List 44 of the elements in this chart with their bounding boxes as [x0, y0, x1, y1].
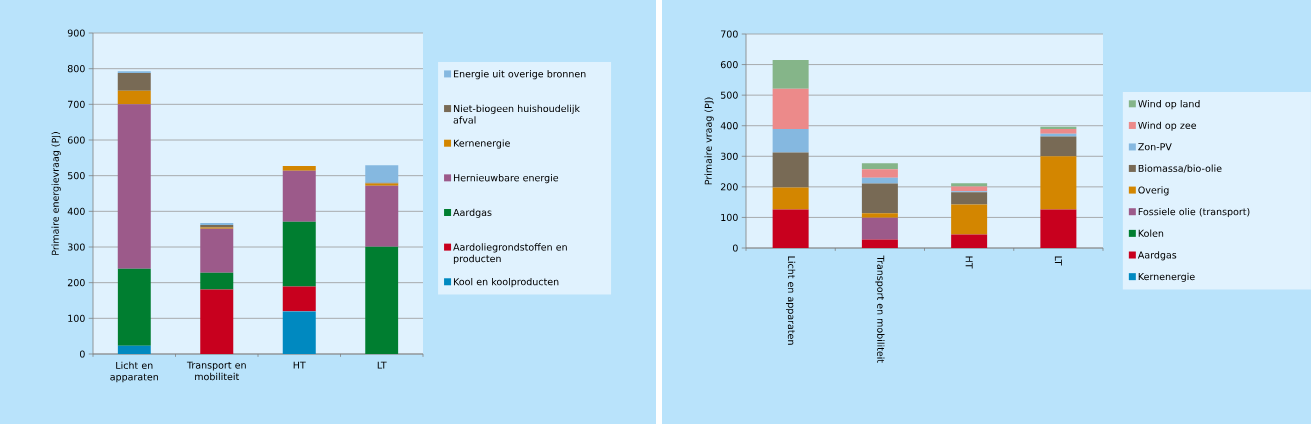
legend-label: Niet-biogeen huishoudelijk afval: [453, 104, 580, 124]
legend-label: Hernieuwbare energie: [453, 174, 559, 184]
y-tick-label: 600: [67, 136, 85, 144]
y-tick-label: 300: [720, 152, 738, 160]
y-tick-label: 800: [67, 65, 85, 73]
legend-label: Kool en koolproducten: [453, 277, 559, 288]
legend-label: Biomassa/bio-olie: [1138, 164, 1222, 173]
y-axis-title: Primaire energievraag (PJ): [51, 132, 61, 255]
y-tick-label: 300: [67, 243, 85, 251]
legend-label: Aardgas: [1137, 251, 1177, 261]
x-tick-label: HT: [965, 256, 973, 269]
y-tick-label: 700: [721, 30, 738, 38]
x-tick-label: HT: [293, 361, 306, 369]
y-tick-label: 500: [67, 172, 85, 180]
y-tick-label: 700: [68, 100, 85, 108]
x-tick-label: LT: [1054, 256, 1062, 266]
y-tick-label: 200: [67, 279, 85, 287]
legend-label: Kernenergie: [1138, 272, 1195, 283]
legend-label: Aardoliegrondstoffen en producten: [453, 243, 567, 264]
y-tick-label: 600: [720, 60, 738, 69]
x-tick-label: LT: [377, 361, 387, 369]
y-tick-label: 0: [732, 244, 738, 252]
x-tick-label: Licht en apparaten: [786, 256, 796, 345]
y-tick-label: 400: [67, 207, 85, 215]
y-tick-label: 500: [720, 91, 738, 99]
legend-label: Fossiele olie (transport): [1138, 207, 1250, 218]
x-tick-label: Licht en apparaten: [110, 361, 158, 383]
y-axis-title: Primaire vraag (PJ): [704, 97, 714, 185]
legend-label: Kolen: [1138, 229, 1164, 237]
y-tick-label: 100: [721, 213, 738, 222]
x-tick-label: Transport en mobiliteit: [186, 361, 246, 381]
y-tick-label: 100: [68, 314, 85, 322]
legend-label: Wind op land: [1138, 99, 1200, 110]
legend-label: Aardgas: [453, 208, 492, 218]
legend-label: Overig: [1138, 186, 1169, 196]
legend-label: Energie uit overige bronnen: [453, 70, 586, 80]
legend-label: Wind op zee: [1138, 121, 1197, 131]
y-tick-label: 900: [67, 29, 85, 37]
x-tick-label: Transport en mobiliteit: [875, 255, 885, 363]
legend-label: Kernenergie: [453, 139, 510, 149]
y-tick-label: 0: [79, 350, 85, 358]
legend-label: Zon-PV: [1138, 143, 1172, 151]
y-tick-label: 400: [720, 122, 738, 130]
y-tick-label: 200: [720, 183, 738, 191]
